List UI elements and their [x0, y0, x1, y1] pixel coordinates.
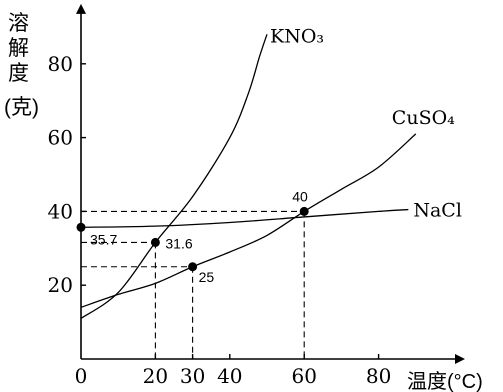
- highlight-point: [299, 206, 309, 216]
- series-label-cuso4: CuSO₄: [392, 107, 455, 129]
- series-label-kno3: KNO₃: [270, 25, 324, 47]
- series-kno3-line: [80, 34, 268, 319]
- highlight-point: [150, 237, 160, 247]
- series-nacl-line: [80, 208, 409, 228]
- y-axis-title-char: 解: [8, 37, 29, 60]
- y-axis-arrow: [76, 3, 86, 14]
- x-tick-label: 80: [366, 364, 391, 388]
- x-tick-label: 30: [180, 364, 205, 388]
- series-cuso4-line: [80, 133, 417, 308]
- y-tick-label: 60: [48, 126, 73, 150]
- point-label: 25: [199, 269, 215, 285]
- x-tick-label: 60: [291, 364, 316, 388]
- highlight-point: [188, 262, 198, 272]
- curves: [80, 34, 417, 319]
- x-tick-label: 40: [217, 364, 242, 388]
- x-axis-title: 温度(°C): [407, 370, 483, 392]
- y-axis-title-char: 度: [8, 62, 29, 85]
- x-tick-label: 20: [143, 364, 168, 388]
- y-tick-label: 80: [48, 52, 73, 76]
- y-axis-title-char: 溶: [8, 12, 29, 35]
- guide-lines: [81, 210, 305, 359]
- y-tick-label: 20: [48, 273, 73, 297]
- axes: [76, 3, 465, 364]
- x-tick-label: 0: [75, 364, 88, 388]
- point-label: 35.7: [90, 231, 117, 247]
- y-tick-label: 40: [48, 199, 73, 223]
- series-label-nacl: NaCl: [413, 200, 462, 222]
- point-label: 40: [292, 188, 308, 204]
- x-axis-arrow: [455, 354, 465, 364]
- highlight-points: [76, 206, 309, 272]
- y-axis-title-char: (克): [4, 96, 39, 119]
- point-label: 31.6: [165, 235, 192, 251]
- highlight-point: [76, 222, 86, 232]
- labels: 0 20 30 40 60 80 20 40 60 80 溶解度 (克) 温度(°C) KNO₃ CuSO₄…: [4, 12, 483, 392]
